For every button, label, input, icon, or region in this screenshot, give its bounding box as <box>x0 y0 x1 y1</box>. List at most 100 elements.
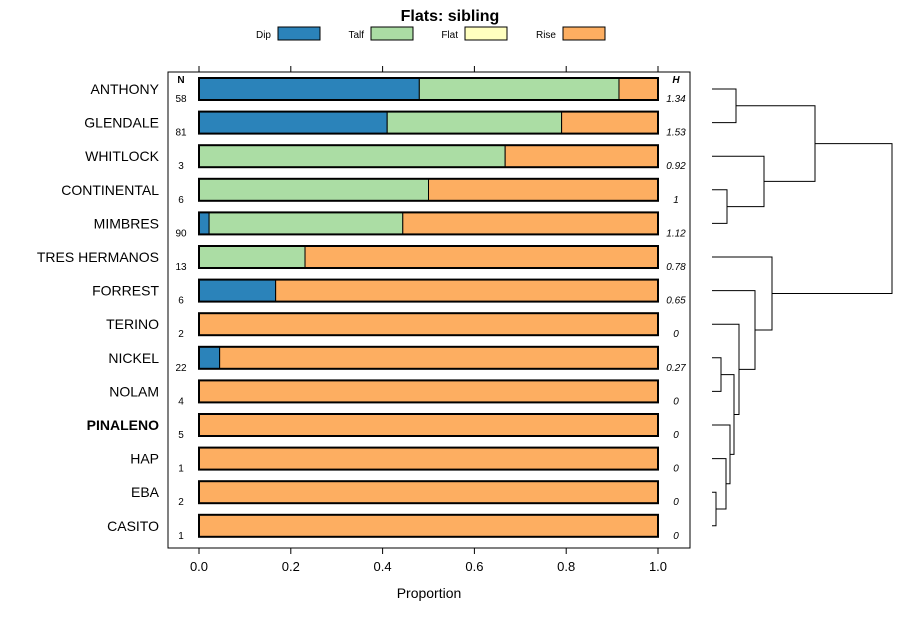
bar-row-mimbres: MIMBRES 90 1.12 <box>94 211 686 239</box>
bar-segment-rise <box>198 514 659 538</box>
x-tick-label: 0.2 <box>282 559 300 574</box>
bar-segment-dip <box>198 111 388 135</box>
dendrogram-link-2 <box>712 155 765 208</box>
h-value: 0 <box>673 464 679 475</box>
bar-outline <box>198 144 659 169</box>
h-value: 0.27 <box>666 363 686 374</box>
legend-swatch-talf <box>370 26 414 41</box>
bar-segment-rise <box>304 245 659 269</box>
bar-row-forrest: FORREST 6 0.65 <box>92 278 686 307</box>
n-value: 5 <box>178 430 184 441</box>
bar-segment-rise <box>198 379 659 403</box>
category-label: FORREST <box>92 283 159 299</box>
x-tick-label: 1.0 <box>649 559 667 574</box>
x-tick-label: 0.6 <box>465 559 483 574</box>
dendrogram-link-9 <box>712 323 740 415</box>
bar-row-whitlock: WHITLOCK 3 0.92 <box>85 144 686 172</box>
legend-swatch-rise <box>562 26 606 41</box>
x-axis-label: Proportion <box>397 585 462 601</box>
n-value: 81 <box>175 128 187 139</box>
n-value: 90 <box>175 228 187 239</box>
category-label: TRES HERMANOS <box>37 249 159 265</box>
bar-row-hap: HAP 1 0 <box>130 446 679 475</box>
bar-segment-dip <box>198 211 210 235</box>
bar-segment-talf <box>198 144 506 168</box>
h-value: 1.12 <box>666 228 686 239</box>
category-label: NICKEL <box>108 350 159 366</box>
bar-outline <box>198 245 659 269</box>
x-axis: 0.0 0.2 0.4 0.6 0.8 1.0 <box>190 548 667 574</box>
n-value: 2 <box>178 329 184 340</box>
h-value: 1 <box>673 195 679 206</box>
legend-label-flat: Flat <box>441 30 458 41</box>
dendrogram-link-7 <box>712 424 731 485</box>
plot-frame <box>167 71 691 549</box>
bar-row-nolam: NOLAM 4 0 <box>109 379 679 407</box>
h-value: 0 <box>673 430 679 441</box>
bar-segment-talf <box>386 111 563 135</box>
legend-label-rise: Rise <box>536 30 556 41</box>
category-label: WHITLOCK <box>85 148 160 164</box>
bar-row-anthony: ANTHONY 58 1.34 <box>91 77 686 105</box>
bar-segment-rise <box>275 279 659 303</box>
bar-outline <box>198 77 659 101</box>
dendrogram-link-4 <box>712 357 722 392</box>
bar-row-pinaleno: PINALENO 5 0 <box>87 413 679 441</box>
dendrogram <box>712 88 893 527</box>
bar-rows: ANTHONY 58 1.34 GLENDALE 81 1.53 WHITLOCK 3 0.92… <box>37 77 686 542</box>
bar-segment-rise <box>198 447 659 471</box>
h-value: 0 <box>673 329 679 340</box>
bar-segment-dip <box>198 346 221 370</box>
bar-outline <box>198 379 659 404</box>
dendrogram-link-12 <box>772 143 893 294</box>
bar-row-tres-hermanos: TRES HERMANOS 13 0.78 <box>37 245 686 273</box>
dendrogram-link-8 <box>721 374 735 455</box>
bar-row-casito: CASITO 1 0 <box>107 513 679 542</box>
bar-segment-talf <box>198 245 306 269</box>
category-label: MIMBRES <box>94 215 159 231</box>
n-value: 6 <box>178 195 184 206</box>
bar-row-continental: CONTINENTAL 6 1 <box>61 177 679 206</box>
bar-outline <box>198 177 659 202</box>
dendrogram-link-0 <box>712 88 737 124</box>
bar-outline <box>198 413 659 437</box>
dendrogram-link-6 <box>712 458 727 510</box>
dendrogram-link-11 <box>712 256 773 331</box>
x-tick-label: 0.0 <box>190 559 208 574</box>
category-label: NOLAM <box>109 383 159 399</box>
category-label: HAP <box>130 451 159 467</box>
bar-row-terino: TERINO 2 0 <box>106 312 679 340</box>
n-value: 1 <box>178 464 184 475</box>
n-value: 1 <box>178 531 184 542</box>
dendrogram-link-5 <box>712 491 717 527</box>
bar-segment-rise <box>561 111 659 135</box>
legend-swatch-dip <box>277 26 321 41</box>
category-label: GLENDALE <box>84 115 159 131</box>
legend-label-dip: Dip <box>256 30 271 41</box>
n-value: 3 <box>178 161 184 172</box>
bar-outline <box>198 312 659 337</box>
top-axis-ticks <box>198 66 659 72</box>
bar-outline <box>198 345 659 370</box>
bar-segment-talf <box>418 77 620 101</box>
h-value: 1.34 <box>666 94 686 105</box>
n-value: 4 <box>178 396 184 407</box>
category-label: CASITO <box>107 518 159 534</box>
n-value: 2 <box>178 497 184 508</box>
h-value: 0 <box>673 531 679 542</box>
n-value: 13 <box>175 262 187 273</box>
n-value: 22 <box>175 363 187 374</box>
x-tick-label: 0.4 <box>374 559 392 574</box>
legend-label-talf: Talf <box>348 30 364 41</box>
bar-outline <box>198 278 659 303</box>
legend-swatch-flat <box>464 26 508 41</box>
h-value: 0 <box>673 396 679 407</box>
category-label: EBA <box>131 484 160 500</box>
bar-segment-dip <box>198 77 420 101</box>
h-value: 0 <box>673 497 679 508</box>
bar-segment-rise <box>219 346 659 370</box>
category-label: PINALENO <box>87 417 159 433</box>
bar-segment-rise <box>198 480 659 504</box>
h-value: 0.65 <box>666 296 686 307</box>
